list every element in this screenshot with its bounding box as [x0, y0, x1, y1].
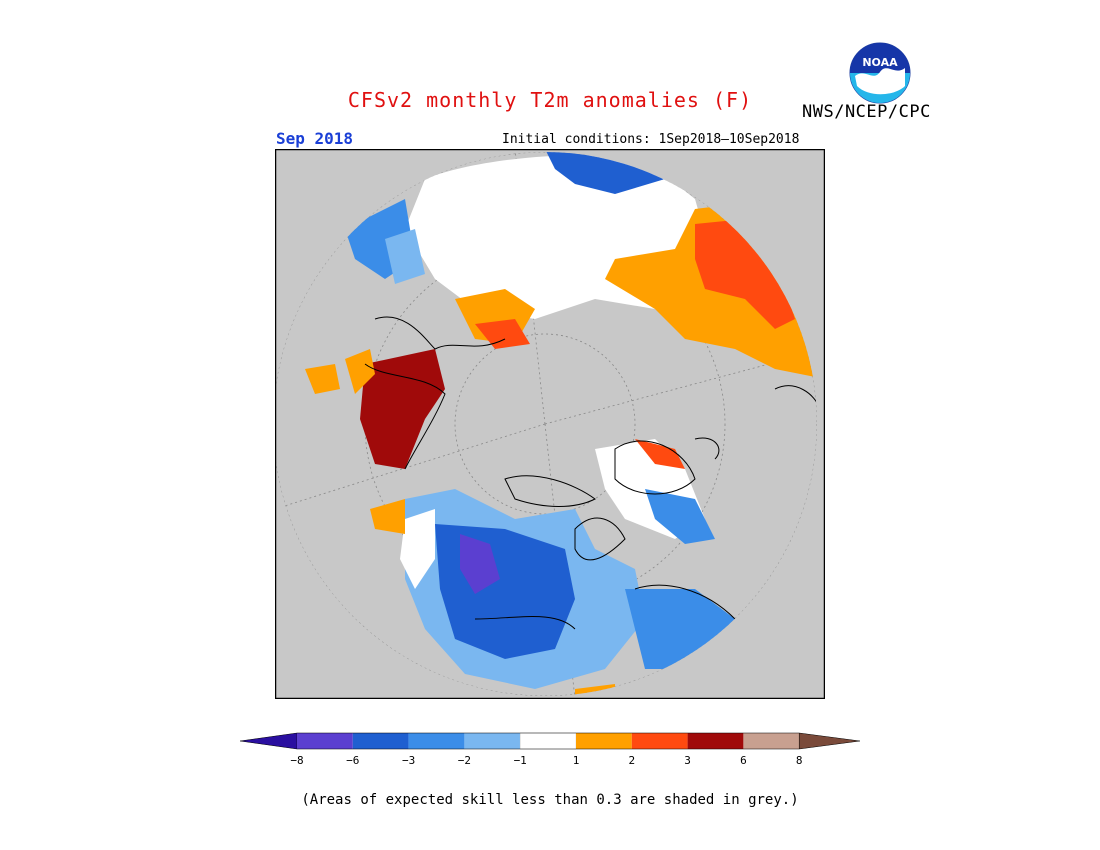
legend-tick-label: −6	[346, 754, 359, 767]
polar-anomaly-map	[275, 149, 825, 699]
forecast-month: Sep 2018	[276, 129, 354, 148]
legend-swatch	[576, 733, 632, 749]
legend-arrow-low	[240, 732, 298, 750]
legend-swatch	[519, 732, 577, 750]
legend-swatch	[352, 733, 409, 749]
legend-tick-label: −1	[514, 754, 527, 767]
legend-tick-label: 1	[573, 754, 580, 767]
legend-swatch	[687, 733, 744, 749]
initial-conditions: Initial conditions: 1Sep2018–10Sep2018	[502, 132, 800, 147]
skill-footnote: (Areas of expected skill less than 0.3 a…	[301, 792, 799, 808]
legend-tick-label: 6	[740, 754, 747, 767]
svg-text:NOAA: NOAA	[862, 56, 898, 69]
chart-title: CFSv2 monthly T2m anomalies (F)	[347, 88, 753, 112]
anomaly-region-west-darkred	[360, 349, 445, 469]
legend-arrow-high	[798, 732, 860, 750]
legend-swatch	[631, 733, 688, 749]
legend-tick-label: −3	[402, 754, 415, 767]
legend-tick-label: 8	[796, 754, 803, 767]
legend-tick-label: −8	[290, 754, 303, 767]
legend-tick-label: −2	[458, 754, 471, 767]
organization-label: NWS/NCEP/CPC	[802, 102, 931, 122]
anomaly-region-europe-red	[695, 219, 795, 329]
anomaly-region-north-america-purple	[460, 534, 500, 594]
color-legend: −8 −6 −3 −2 −1 1 2 3 6 8	[240, 732, 860, 767]
legend-tick-label: 2	[628, 754, 635, 767]
legend-tick-label: 3	[684, 754, 691, 767]
legend-swatch	[408, 733, 465, 749]
noaa-logo: NOAA	[849, 42, 911, 104]
legend-swatch	[743, 733, 800, 749]
legend-swatch	[464, 733, 521, 749]
legend-swatch	[297, 733, 353, 749]
